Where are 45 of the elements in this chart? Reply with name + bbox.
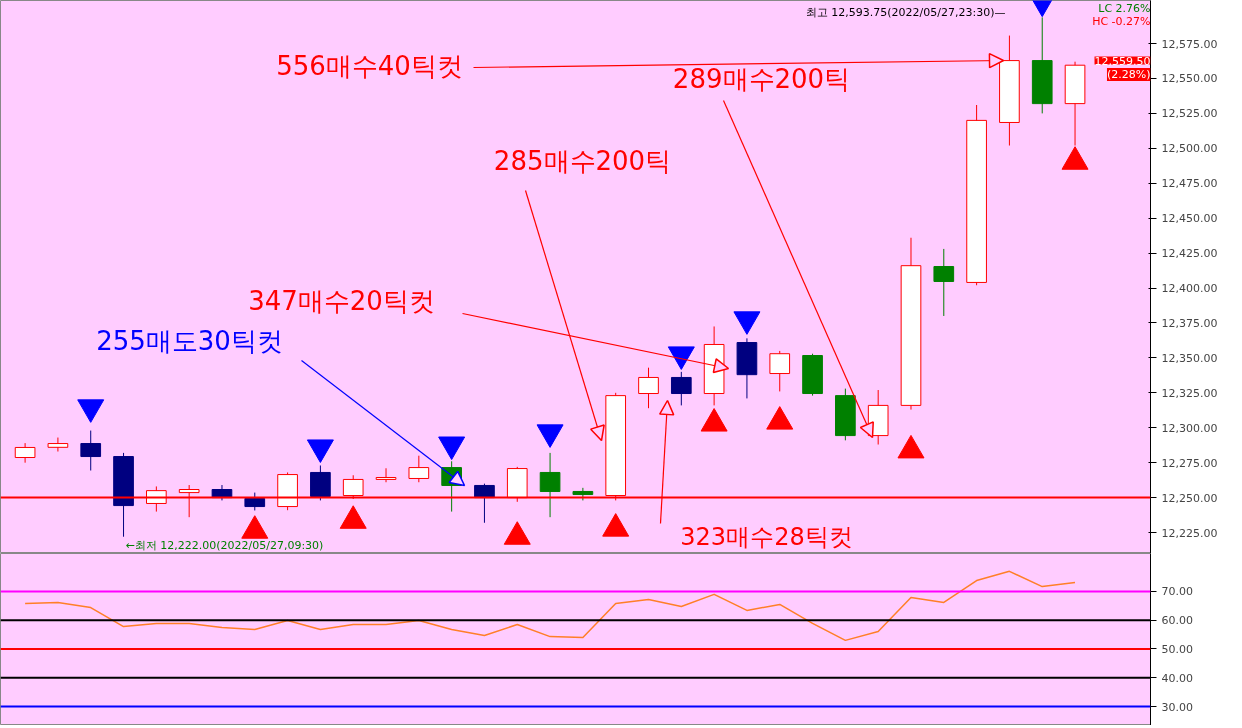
candlestick <box>670 371 692 406</box>
line-series <box>24 570 1076 642</box>
annotation: 255매도30틱컷 <box>96 325 283 356</box>
y-tick-label: 70.00 <box>1161 585 1193 599</box>
y-tick-label: 12,350.00 <box>1161 351 1218 365</box>
y-tick-label: 12,500.00 <box>1161 142 1218 156</box>
y-tick-label: 12,575.00 <box>1161 37 1218 51</box>
y-tick-label: 50.00 <box>1161 642 1193 656</box>
y-tick-label: 12,450.00 <box>1161 212 1218 226</box>
y-tick-label: 12,525.00 <box>1161 107 1218 121</box>
y-tick-label: 12,225.00 <box>1161 526 1218 540</box>
y-tick-label: 12,400.00 <box>1161 282 1218 296</box>
candlestick <box>80 430 102 472</box>
y-tick-label: 12,375.00 <box>1161 316 1218 330</box>
annotation: 285매수200틱 <box>493 145 672 176</box>
candlestick <box>933 248 955 317</box>
annotation: 556매수40틱컷 <box>276 50 463 81</box>
y-tick-label: 12,550.00 <box>1161 72 1218 86</box>
y-tick-label: 40.00 <box>1161 671 1193 685</box>
text: (2.28%) <box>1106 68 1151 81</box>
y-tick-label: 12,275.00 <box>1161 456 1218 470</box>
y-tick-label: 12,325.00 <box>1161 386 1218 400</box>
y-tick-label: 12,475.00 <box>1161 177 1218 191</box>
candlestick <box>375 467 397 483</box>
candlestick <box>539 452 561 518</box>
annotation: 323매수28틱컷 <box>680 522 853 551</box>
text: 12,559.50 <box>1094 54 1151 68</box>
y-tick-label: 12,300.00 <box>1161 421 1218 435</box>
candlestick <box>638 367 659 409</box>
candlestick <box>572 487 594 501</box>
candlestick <box>769 350 791 392</box>
annotation: 347매수20틱컷 <box>248 285 435 316</box>
candlestick <box>408 455 430 483</box>
text: LC 2.76% <box>1098 2 1151 15</box>
candlestick <box>47 437 69 453</box>
candlestick <box>14 442 36 464</box>
y-tick-label: 30.00 <box>1161 700 1193 714</box>
annotation: 최고 12,593.75(2022/05/27,23:30)— <box>805 6 1006 19</box>
candlestick <box>474 483 495 524</box>
y-tick-label: 12,250.00 <box>1161 491 1218 505</box>
text: HC -0.27% <box>1092 15 1151 28</box>
y-tick-label: 12,425.00 <box>1161 247 1218 261</box>
y-tick-label: 60.00 <box>1161 614 1193 628</box>
annotation: ←최저 12,222.00(2022/05/27,09:30) <box>125 539 324 552</box>
annotation: 289매수200틱 <box>672 63 851 94</box>
